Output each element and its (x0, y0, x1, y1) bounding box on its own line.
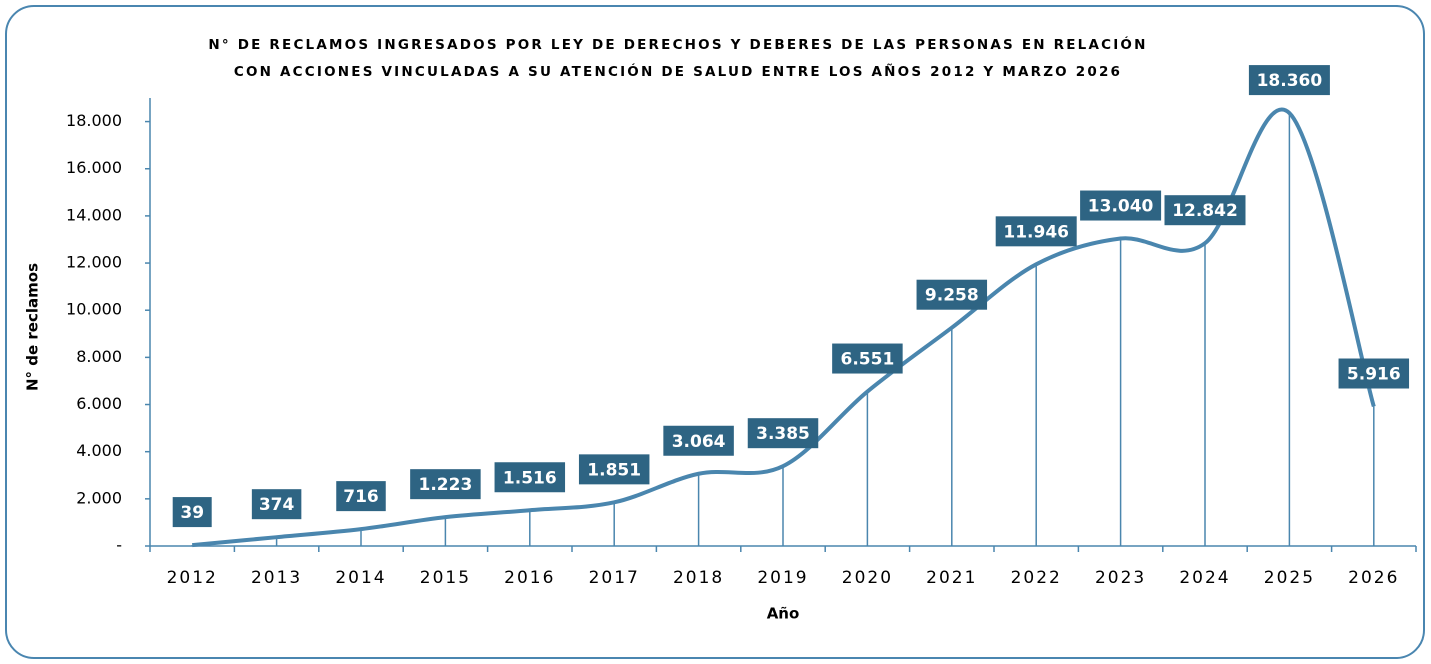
data-label-box (1080, 190, 1162, 221)
data-label: 5.916 (1347, 365, 1401, 385)
data-label-box (1248, 65, 1330, 96)
y-tick-label: 6.000 (76, 394, 122, 413)
data-label-box (1164, 195, 1246, 226)
y-tick-label: - (116, 536, 122, 555)
x-tick-label: 2024 (1179, 568, 1230, 588)
x-tick-label: 2021 (926, 568, 977, 588)
chart-title: N° DE RECLAMOS INGRESADOS POR LEY DE DER… (208, 35, 1147, 53)
x-tick-label: 2013 (251, 568, 302, 588)
x-tick-label: 2022 (1011, 568, 1062, 588)
data-label: 1.223 (419, 475, 473, 495)
data-label: 11.946 (1003, 222, 1069, 242)
data-label-box (995, 216, 1077, 247)
x-tick-label: 2020 (842, 568, 893, 588)
data-label: 1.516 (503, 468, 557, 488)
line-series (192, 107, 1376, 548)
x-tick-label: 2023 (1095, 568, 1146, 588)
data-label: 374 (259, 495, 295, 515)
x-tick-label: 2014 (335, 568, 386, 588)
x-tick-label: 2017 (589, 568, 640, 588)
data-label: 39 (180, 503, 204, 523)
y-tick-label: 8.000 (76, 347, 122, 366)
y-tick-label: 12.000 (66, 253, 122, 272)
data-label-box (916, 279, 988, 310)
data-label-box (663, 425, 734, 456)
data-label: 6.551 (841, 350, 895, 370)
data-label-box (336, 481, 386, 512)
data-label: 716 (343, 487, 379, 507)
chart-title: CON ACCIONES VINCULADAS A SU ATENCIÓN DE… (234, 62, 1122, 80)
data-label-box (410, 469, 481, 500)
data-label-box (494, 462, 566, 493)
y-tick-label: 14.000 (66, 205, 122, 224)
x-tick-label: 2026 (1348, 568, 1399, 588)
y-axis-label: N° de reclamos (24, 263, 42, 391)
x-tick-label: 2018 (673, 568, 724, 588)
x-tick-label: 2019 (757, 568, 808, 588)
x-tick-label: 2015 (420, 568, 471, 588)
data-label: 3.385 (756, 424, 810, 444)
x-axis-label: Año (767, 605, 800, 623)
y-tick-label: 2.000 (76, 488, 122, 507)
chart-border (5, 5, 1425, 659)
data-label: 18.360 (1257, 71, 1323, 91)
data-label-box (251, 489, 302, 520)
data-label-box (1338, 358, 1410, 389)
data-label-box (747, 418, 819, 449)
y-tick-label: 16.000 (66, 158, 122, 177)
x-tick-label: 2016 (504, 568, 555, 588)
data-label-box (832, 343, 903, 374)
data-label: 12.842 (1172, 201, 1238, 221)
data-label: 3.064 (672, 432, 726, 452)
x-tick-label: 2012 (167, 568, 218, 588)
data-label: 13.040 (1088, 197, 1154, 217)
data-label: 9.258 (925, 286, 979, 306)
y-tick-label: 18.000 (66, 111, 122, 130)
data-label: 1.851 (587, 460, 641, 480)
y-tick-label: 4.000 (76, 441, 122, 460)
x-tick-label: 2025 (1264, 568, 1315, 588)
data-label-box (172, 497, 212, 528)
y-tick-label: 10.000 (66, 300, 122, 319)
data-label-box (578, 454, 650, 485)
